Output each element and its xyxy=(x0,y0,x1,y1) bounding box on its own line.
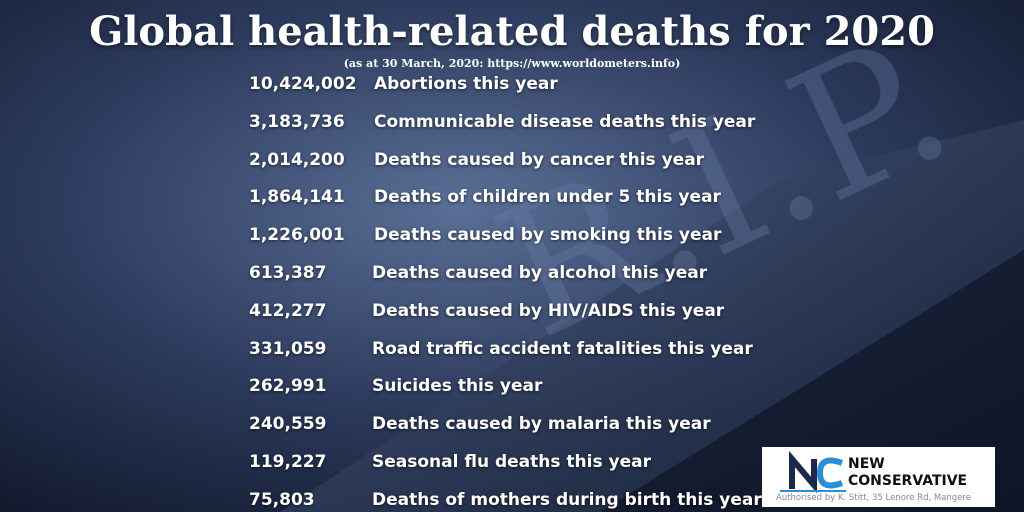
logo-icon xyxy=(780,451,846,494)
death-count: 1,226,001 xyxy=(249,225,345,246)
death-count: 262,991 xyxy=(249,376,327,397)
subtitle: (as at 30 March, 2020: https://www.world… xyxy=(343,57,681,70)
cause-label: Deaths caused by alcohol this year xyxy=(372,263,708,283)
logo: NEW CONSERVATIVE Authorised by K. Stitt,… xyxy=(762,447,995,507)
cause-label: Deaths of mothers during birth this year xyxy=(372,489,762,510)
cause-label: Suicides this year xyxy=(372,376,543,397)
cause-label: Deaths caused by cancer this year xyxy=(374,149,705,170)
death-count: 240,559 xyxy=(249,414,327,435)
cause-label: Road traffic accident fatalities this ye… xyxy=(372,338,753,359)
death-count: 10,424,002 xyxy=(249,74,357,94)
death-count: 613,387 xyxy=(249,263,327,283)
cause-label: Deaths caused by smoking this year xyxy=(374,225,722,246)
death-count: 119,227 xyxy=(249,452,327,472)
death-count: 1,864,141 xyxy=(249,187,345,208)
cause-label: Deaths caused by HIV/AIDS this year xyxy=(372,300,725,321)
death-count: 3,183,736 xyxy=(249,111,345,132)
logo-text: CONSERVATIVE xyxy=(848,473,968,489)
death-count: 75,803 xyxy=(249,489,315,510)
death-count: 331,059 xyxy=(249,338,327,359)
death-count: 412,277 xyxy=(249,300,327,321)
cause-label: Communicable disease deaths this year xyxy=(374,111,756,132)
cause-label: Seasonal flu deaths this year xyxy=(372,452,651,472)
logo-text: NEW xyxy=(848,456,885,472)
cause-label: Deaths of children under 5 this year xyxy=(374,187,721,208)
title: Global health-related deaths for 2020 xyxy=(89,8,935,55)
cause-label: Deaths caused by malaria this year xyxy=(372,414,711,435)
cause-label: Abortions this year xyxy=(374,74,558,94)
death-count: 2,014,200 xyxy=(249,149,345,170)
authorisation: Authorised by K. Stitt, 35 Lenore Rd, Ma… xyxy=(776,493,971,503)
